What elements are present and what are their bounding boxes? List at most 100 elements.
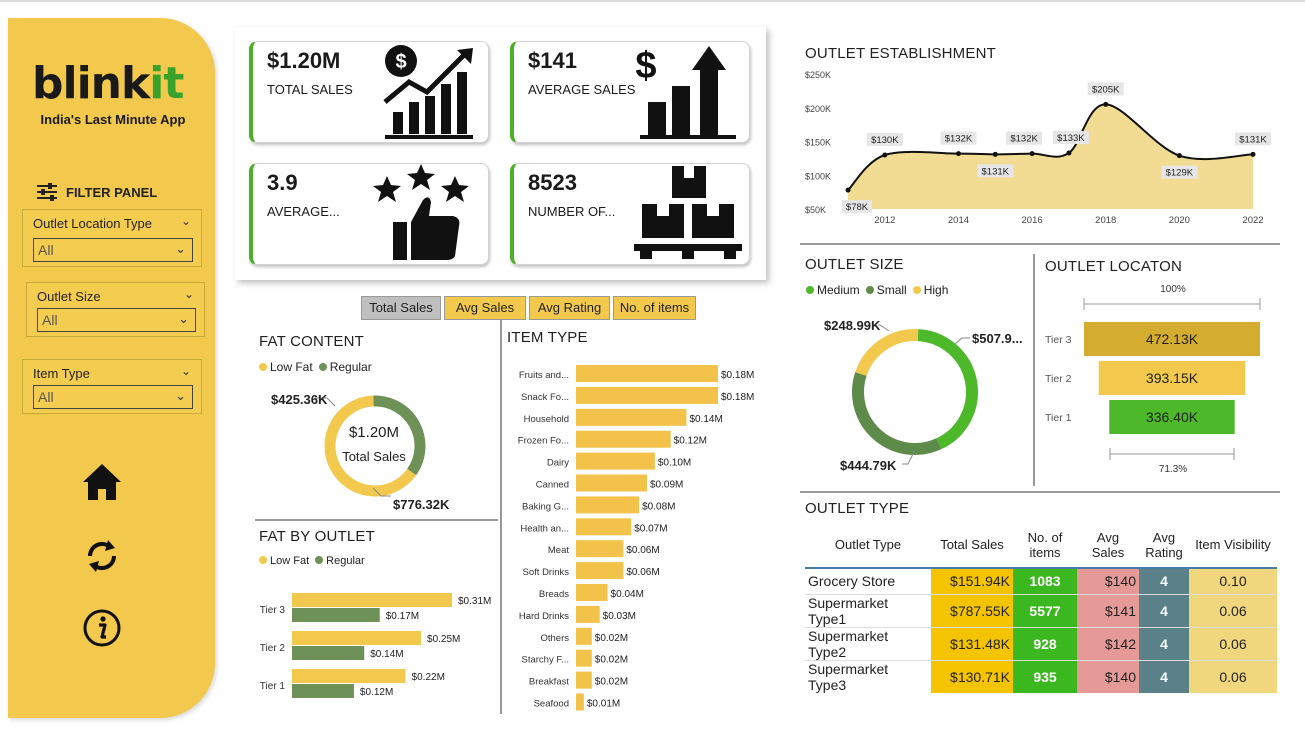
table-cell: 0.06 — [1189, 626, 1277, 660]
bar[interactable] — [576, 540, 624, 558]
metric-button-avg-rating[interactable]: Avg Rating — [529, 296, 610, 320]
bar[interactable] — [292, 669, 406, 683]
data-label: 472.13K — [1146, 331, 1199, 347]
bar[interactable] — [576, 518, 632, 536]
funnel-bar[interactable] — [1084, 322, 1260, 356]
home-button[interactable] — [80, 460, 124, 504]
bar[interactable] — [576, 649, 592, 667]
slicer-dropdown[interactable]: All ⌄ — [33, 385, 193, 409]
column-header[interactable]: Item Visibility — [1195, 537, 1271, 552]
filter-sliders-icon — [37, 183, 57, 201]
data-point[interactable] — [992, 151, 998, 157]
legend-label: High — [923, 283, 949, 297]
slicer-item-type[interactable]: Item Type ⌄ All ⌄ — [22, 359, 202, 414]
axis-tick-label: Tier 3 — [1045, 334, 1072, 346]
bar[interactable] — [292, 593, 452, 607]
bar[interactable] — [576, 452, 655, 470]
bar[interactable] — [576, 474, 647, 492]
funnel-bar[interactable] — [1098, 361, 1246, 395]
data-label: $0.17M — [386, 611, 419, 622]
data-point[interactable] — [955, 151, 961, 157]
data-point[interactable] — [1176, 153, 1182, 159]
slicer-value: All — [38, 389, 54, 405]
data-point[interactable] — [882, 152, 888, 158]
bar[interactable] — [576, 386, 718, 404]
data-label: $0.10M — [658, 458, 691, 469]
bar[interactable] — [576, 605, 600, 623]
data-label: $0.14M — [370, 649, 403, 660]
data-point[interactable] — [845, 187, 851, 193]
fat-content-donut-chart: $1.20M Total Sales $425.36K $776.32K — [271, 392, 450, 512]
bar[interactable] — [292, 631, 422, 645]
data-label: $0.08M — [642, 501, 675, 512]
metric-button-avg-sales[interactable]: Avg Sales — [444, 296, 526, 320]
bar[interactable] — [292, 608, 380, 622]
column-header[interactable]: Outlet Type — [834, 537, 902, 552]
metric-button-no-of-items[interactable]: No. of items — [613, 296, 696, 320]
table-row[interactable]: Supermarket Type1 $787.55K 5577 $141 4 0… — [805, 593, 1277, 627]
bar[interactable] — [292, 684, 354, 698]
donut-slice[interactable] — [324, 395, 417, 497]
funnel-bar[interactable] — [1109, 400, 1235, 434]
bar[interactable] — [292, 646, 365, 660]
bar[interactable] — [576, 627, 592, 645]
x-tick-label: 2012 — [874, 215, 895, 226]
table-cell: 0.10 — [1189, 567, 1277, 594]
chevron-down-icon[interactable]: ⌄ — [180, 364, 191, 378]
bar[interactable] — [576, 671, 592, 689]
data-label-bg — [1006, 131, 1043, 145]
legend-label: Small — [876, 283, 907, 297]
donut-slice[interactable] — [852, 372, 942, 455]
data-label: $0.07M — [634, 523, 667, 534]
bar[interactable] — [576, 693, 584, 711]
kpi-value: $1.20M — [267, 48, 341, 73]
chevron-down-icon[interactable]: ⌄ — [183, 287, 194, 301]
legend-item: Medium — [806, 283, 860, 297]
kpi-label: NUMBER OF... — [528, 204, 616, 219]
metric-button-total-sales[interactable]: Total Sales — [361, 296, 441, 320]
data-point[interactable] — [1029, 151, 1035, 157]
table-header-row: Outlet Type Total Sales No. of items Avg… — [805, 522, 1277, 568]
donut-slice[interactable] — [373, 395, 426, 476]
table-cell: 0.06 — [1189, 659, 1277, 693]
column-header[interactable]: No. of items — [1027, 529, 1063, 560]
bar[interactable] — [576, 365, 718, 382]
x-tick-label: 2016 — [1022, 215, 1043, 226]
table-cell: $131.48K — [931, 626, 1013, 660]
axis-tick-label: Tier 1 — [1045, 412, 1072, 424]
table-row[interactable]: Grocery Store $151.94K 1083 $140 4 0.10 — [805, 567, 1277, 594]
info-button[interactable] — [80, 606, 124, 650]
bar[interactable] — [576, 562, 624, 580]
data-point[interactable] — [1250, 151, 1256, 157]
slicer-outlet-location-type[interactable]: Outlet Location Type ⌄ All ⌄ — [22, 209, 202, 267]
data-label: $205K — [1092, 84, 1120, 95]
donut-slice[interactable] — [855, 329, 919, 377]
table-cell: $141 — [1077, 593, 1139, 627]
column-header[interactable]: Avg Rating — [1145, 529, 1183, 560]
data-label: $0.04M — [611, 589, 644, 600]
data-point[interactable] — [1103, 101, 1109, 107]
axis-tick-label: Breads — [539, 589, 569, 600]
refresh-button[interactable] — [80, 534, 124, 578]
donut-slice[interactable] — [917, 329, 978, 450]
slicer-dropdown[interactable]: All ⌄ — [37, 308, 196, 332]
chevron-down-icon[interactable]: ⌄ — [180, 214, 191, 228]
bar[interactable] — [576, 584, 608, 601]
data-label: $132K — [945, 134, 973, 145]
data-point[interactable] — [1066, 150, 1072, 156]
table-row[interactable]: Supermarket Type2 $131.48K 928 $142 4 0.… — [805, 626, 1277, 660]
slicer-value: All — [42, 312, 58, 328]
bar[interactable] — [576, 496, 640, 514]
table-cell: 4 — [1139, 567, 1189, 594]
table-row[interactable]: Supermarket Type3 $130.71K 935 $140 4 0.… — [805, 659, 1277, 693]
data-label: 336.40K — [1146, 409, 1199, 425]
slicer-outlet-size[interactable]: Outlet Size ⌄ All ⌄ — [26, 282, 205, 337]
outlet-location-funnel-chart: 100% 71.3% Tier 3 472.13K Tier 2 393.15K Tie… — [1045, 284, 1261, 475]
data-label: $131K — [982, 166, 1010, 177]
bar[interactable] — [576, 408, 687, 426]
data-label: $776.32K — [393, 497, 450, 512]
column-header[interactable]: Avg Sales — [1091, 529, 1125, 560]
bar[interactable] — [576, 430, 671, 448]
slicer-dropdown[interactable]: All ⌄ — [33, 238, 193, 262]
column-header[interactable]: Total Sales — [940, 537, 1004, 552]
